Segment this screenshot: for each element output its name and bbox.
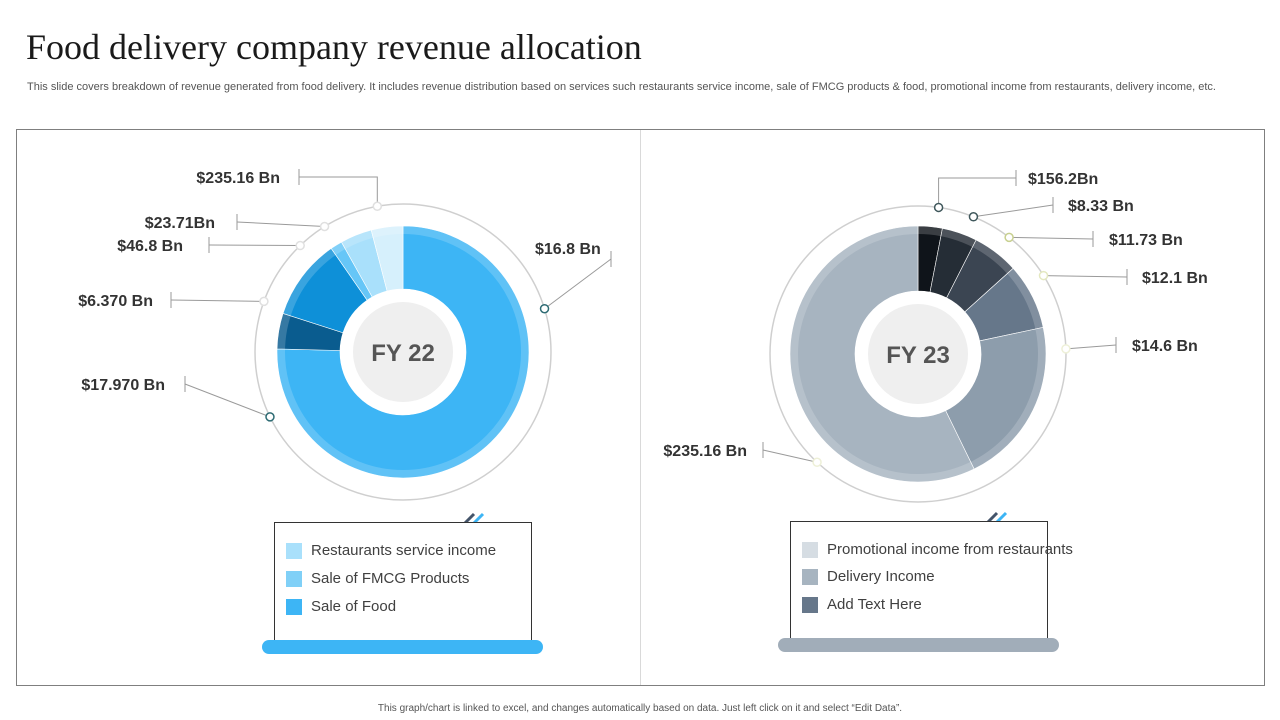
donut-fy22[interactable]: FY 22 $16.8 Bn $17.970 Bn $6.370 Bn $46.8 B… xyxy=(78,169,612,501)
data-label: $8.33 Bn xyxy=(1068,198,1134,215)
legend-item: Sale of Food xyxy=(286,598,396,615)
legend-item: Add Text Here xyxy=(802,596,922,613)
leader-line xyxy=(973,204,1054,218)
leader-line xyxy=(938,177,1016,204)
callout-dot xyxy=(295,240,305,251)
callout-dot xyxy=(372,201,383,211)
center-disc xyxy=(868,304,968,404)
page-subtitle: This slide covers breakdown of revenue g… xyxy=(27,81,1216,93)
legend-fy22: Restaurants service income Sale of FMCG … xyxy=(274,522,532,642)
leader-line xyxy=(1043,275,1128,278)
callout-dot xyxy=(259,296,269,307)
callout: $23.71Bn xyxy=(145,214,330,232)
page-title: Food delivery company revenue allocation xyxy=(26,27,642,67)
legend-swatch xyxy=(802,568,818,585)
slice-rim xyxy=(790,226,1046,482)
legend-swatch xyxy=(286,570,302,587)
legend-label: Sale of FMCG Products xyxy=(311,570,470,587)
center-label: FY 23 xyxy=(886,342,950,369)
callout-dot xyxy=(1061,344,1071,354)
legend-item: Sale of FMCG Products xyxy=(286,570,469,587)
callout: $46.8 Bn xyxy=(117,237,305,255)
legend-label: Delivery Income xyxy=(827,568,935,585)
callout-dot xyxy=(539,303,550,314)
leader-line xyxy=(184,383,271,418)
center-disc xyxy=(353,302,453,402)
leader-line xyxy=(1009,236,1094,240)
callout: $16.8 Bn xyxy=(535,241,612,314)
data-label: $14.6 Bn xyxy=(1132,338,1198,355)
callout: $17.970 Bn xyxy=(81,376,275,422)
legend-item: Delivery Income xyxy=(802,568,935,585)
callout-dot xyxy=(1004,232,1014,243)
callout-dot xyxy=(265,412,275,422)
legend-base-bar xyxy=(778,638,1059,652)
callout: $235.16 Bn xyxy=(196,169,383,211)
legend-swatch xyxy=(802,596,818,613)
data-label: $11.73 Bn xyxy=(1109,232,1183,249)
callout-dot xyxy=(933,202,944,213)
data-label: $46.8 Bn xyxy=(117,238,183,255)
leader-line xyxy=(299,176,378,203)
data-label: $235.16 Bn xyxy=(663,443,747,460)
data-label: $235.16 Bn xyxy=(196,170,280,187)
leader-line xyxy=(170,299,264,302)
chart-frame xyxy=(16,129,1265,686)
callout-dot xyxy=(319,221,330,232)
leader-line xyxy=(1065,344,1117,350)
data-label: $156.2Bn xyxy=(1028,171,1098,188)
leader-line xyxy=(236,221,325,227)
legend-base-bar xyxy=(262,640,543,654)
legend-item: Promotional income from restaurants xyxy=(802,541,1073,558)
leader-line xyxy=(544,258,612,310)
callout: $8.33 Bn xyxy=(968,197,1134,222)
legend-label: Restaurants service income xyxy=(311,542,497,559)
donut-slice[interactable] xyxy=(789,225,975,483)
legend-label: Promotional income from restaurants xyxy=(827,541,1073,558)
legend-label: Sale of Food xyxy=(311,598,397,615)
data-label: $12.1 Bn xyxy=(1142,270,1208,287)
callout: $235.16 Bn xyxy=(663,442,822,467)
leader-line xyxy=(208,244,301,247)
callout: $156.2Bn xyxy=(933,170,1098,213)
panel-divider xyxy=(640,130,641,685)
data-label: $6.370 Bn xyxy=(78,293,153,310)
data-label: $23.71Bn xyxy=(145,215,215,232)
callout-dot xyxy=(1038,270,1049,281)
callout: $14.6 Bn xyxy=(1061,337,1198,355)
footer-note: This graph/chart is linked to excel, and… xyxy=(377,703,903,714)
callout: $6.370 Bn xyxy=(78,292,269,310)
center-label: FY 22 xyxy=(371,340,435,367)
legend-fy23: Promotional income from restaurants Deli… xyxy=(790,521,1073,641)
legend-swatch xyxy=(286,542,302,559)
legend-swatch xyxy=(802,541,818,558)
callout: $11.73 Bn xyxy=(1004,231,1183,249)
outer-ring xyxy=(254,203,552,501)
data-label: $16.8 Bn xyxy=(535,241,601,258)
donut-fy23[interactable]: FY 23 $156.2Bn $8.33 Bn $11.73 Bn $12.1 Bn $… xyxy=(663,170,1208,503)
outer-ring xyxy=(769,205,1067,503)
legend-label: Add Text Here xyxy=(827,596,922,613)
legend-item: Restaurants service income xyxy=(286,542,496,559)
data-label: $17.970 Bn xyxy=(81,377,165,394)
callout: $12.1 Bn xyxy=(1038,269,1208,287)
leader-line xyxy=(762,449,818,463)
callout-dot xyxy=(968,212,979,222)
slice-rim xyxy=(277,226,529,478)
callout-dot xyxy=(812,457,822,467)
legend-swatch xyxy=(286,598,302,615)
